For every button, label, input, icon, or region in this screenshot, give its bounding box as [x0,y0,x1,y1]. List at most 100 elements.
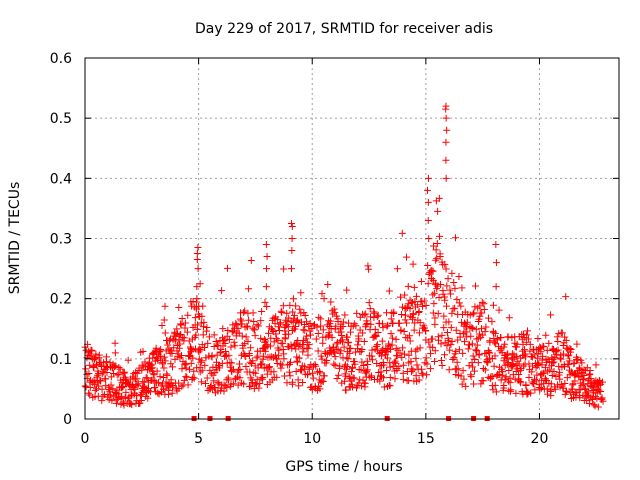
data-point [398,310,406,318]
data-point [548,372,556,380]
data-point [262,341,270,349]
data-point [238,320,246,328]
data-point [271,315,279,323]
data-point [245,316,253,324]
data-point [262,337,270,345]
data-point [240,380,248,388]
data-point [386,363,394,371]
y-tick-label: 0.4 [50,171,72,187]
data-point [280,355,288,363]
data-point [170,344,178,352]
data-point [274,316,282,324]
data-point [168,363,176,371]
data-point [200,318,208,326]
data-point [304,344,312,352]
data-point [438,331,446,339]
data-point [115,363,123,371]
data-point [308,386,316,394]
data-point [120,368,128,376]
data-point [513,340,521,348]
data-point [198,312,206,320]
data-point [89,377,97,385]
data-point [198,357,206,365]
axis-ticks: 0 0.1 0.2 0.3 0.4 0.5 0.6 0 5 10 15 20 [50,51,619,447]
data-point [233,321,241,329]
data-point [489,301,497,309]
data-point [131,385,139,393]
data-point [160,316,168,324]
data-point [380,374,388,382]
data-point [331,361,339,369]
data-point [193,250,201,258]
data-point [470,380,478,388]
data-point [410,283,418,291]
data-point [372,342,380,350]
data-point [245,352,253,360]
data-point [424,280,432,288]
data-point [263,302,271,310]
data-point [447,341,455,349]
data-point [464,345,472,353]
data-point [294,336,302,344]
data-point [262,241,270,249]
data-point [287,265,295,273]
data-point [385,287,393,295]
data-point [455,299,463,307]
data-point [254,322,262,330]
data-point [455,272,463,280]
data-point [111,349,119,357]
data-point [431,320,439,328]
data-point [180,334,188,342]
data-point [443,282,451,290]
x-tick-label: 10 [303,431,321,447]
data-point [440,324,448,332]
data-point [437,340,445,348]
data-point [425,270,433,278]
data-point [452,365,460,373]
data-point [415,376,423,384]
data-point [378,352,386,360]
data-point [162,378,170,386]
data-point [85,370,93,378]
data-point [439,287,447,295]
data-point [115,370,123,378]
data-point [288,378,296,386]
data-point [153,353,161,361]
data-point [92,350,100,358]
data-point [203,324,211,332]
data-point [365,265,373,273]
data-point [480,305,488,313]
data-point [113,371,121,379]
data-point [241,352,249,360]
data-point [591,393,599,401]
data-point [357,366,365,374]
data-point [477,325,485,333]
data-point [478,298,486,306]
data-point [217,346,225,354]
data-point [240,308,248,316]
data-point [195,345,203,353]
data-point [476,302,484,310]
data-point [366,305,374,313]
data-point [416,319,424,327]
data-point [367,313,375,321]
data-point [210,331,218,339]
data-point [457,302,465,310]
data-point [539,370,547,378]
data-point [182,372,190,380]
data-point [547,380,555,388]
data-point [187,359,195,367]
data-point [272,330,280,338]
data-point [237,317,245,325]
data-point [343,333,351,341]
data-point [302,335,310,343]
data-point [88,346,96,354]
y-tick-label: 0.6 [50,51,72,67]
data-point [398,229,406,237]
data-point [534,334,542,342]
data-point [474,359,482,367]
data-point [523,331,531,339]
data-point [383,322,391,330]
data-point [458,380,466,388]
